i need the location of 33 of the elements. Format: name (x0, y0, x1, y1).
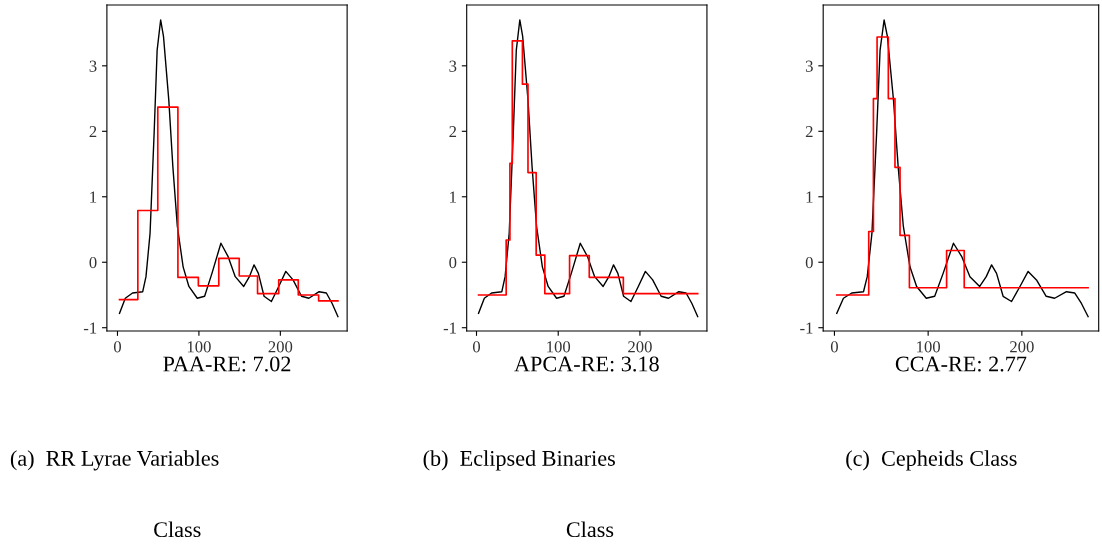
y-tick-label: 2 (805, 126, 813, 138)
x-tick-label: 200 (268, 341, 293, 353)
y-tick-label: -1 (443, 322, 456, 334)
y-tick-label: -1 (800, 322, 813, 334)
x-tick-label: 0 (472, 341, 481, 353)
text: (a) RR Lyrae Variables (10, 450, 219, 471)
text: (c) Cepheids Class (846, 450, 1017, 471)
y-tick-label: 1 (806, 191, 813, 203)
text: Class (154, 521, 201, 538)
x-tick-label: 0 (113, 341, 122, 353)
x-tick-label: 100 (917, 341, 941, 353)
y-tick-label: -1 (83, 322, 97, 334)
x-tick-label: 100 (547, 341, 571, 353)
x-axis-title: CCA-RE: 2.77 (895, 356, 1027, 372)
y-tick-label: 3 (805, 60, 813, 72)
y-tick-label: 3 (449, 60, 457, 72)
y-tick-label: 2 (449, 126, 457, 138)
y-tick-label: 1 (90, 191, 97, 203)
line-series (118, 19, 339, 318)
y-tick-label: 0 (89, 256, 97, 269)
text: (b) Eclipsed Binaries (423, 450, 615, 471)
y-tick-label: 3 (89, 60, 97, 72)
x-tick-label: 200 (628, 341, 652, 353)
y-tick-label: 2 (89, 126, 97, 138)
x-axis-title: PAA-RE: 7.02 (163, 356, 291, 372)
x-tick-label: 200 (1010, 341, 1034, 353)
text: Class (566, 521, 614, 538)
x-tick-label: 0 (830, 341, 838, 353)
x-tick-label: 100 (187, 341, 211, 353)
x-axis-title: APCA-RE: 3.18 (514, 356, 659, 372)
y-tick-label: 0 (449, 256, 457, 269)
y-tick-label: 1 (450, 191, 456, 203)
y-tick-label: 0 (805, 256, 813, 269)
